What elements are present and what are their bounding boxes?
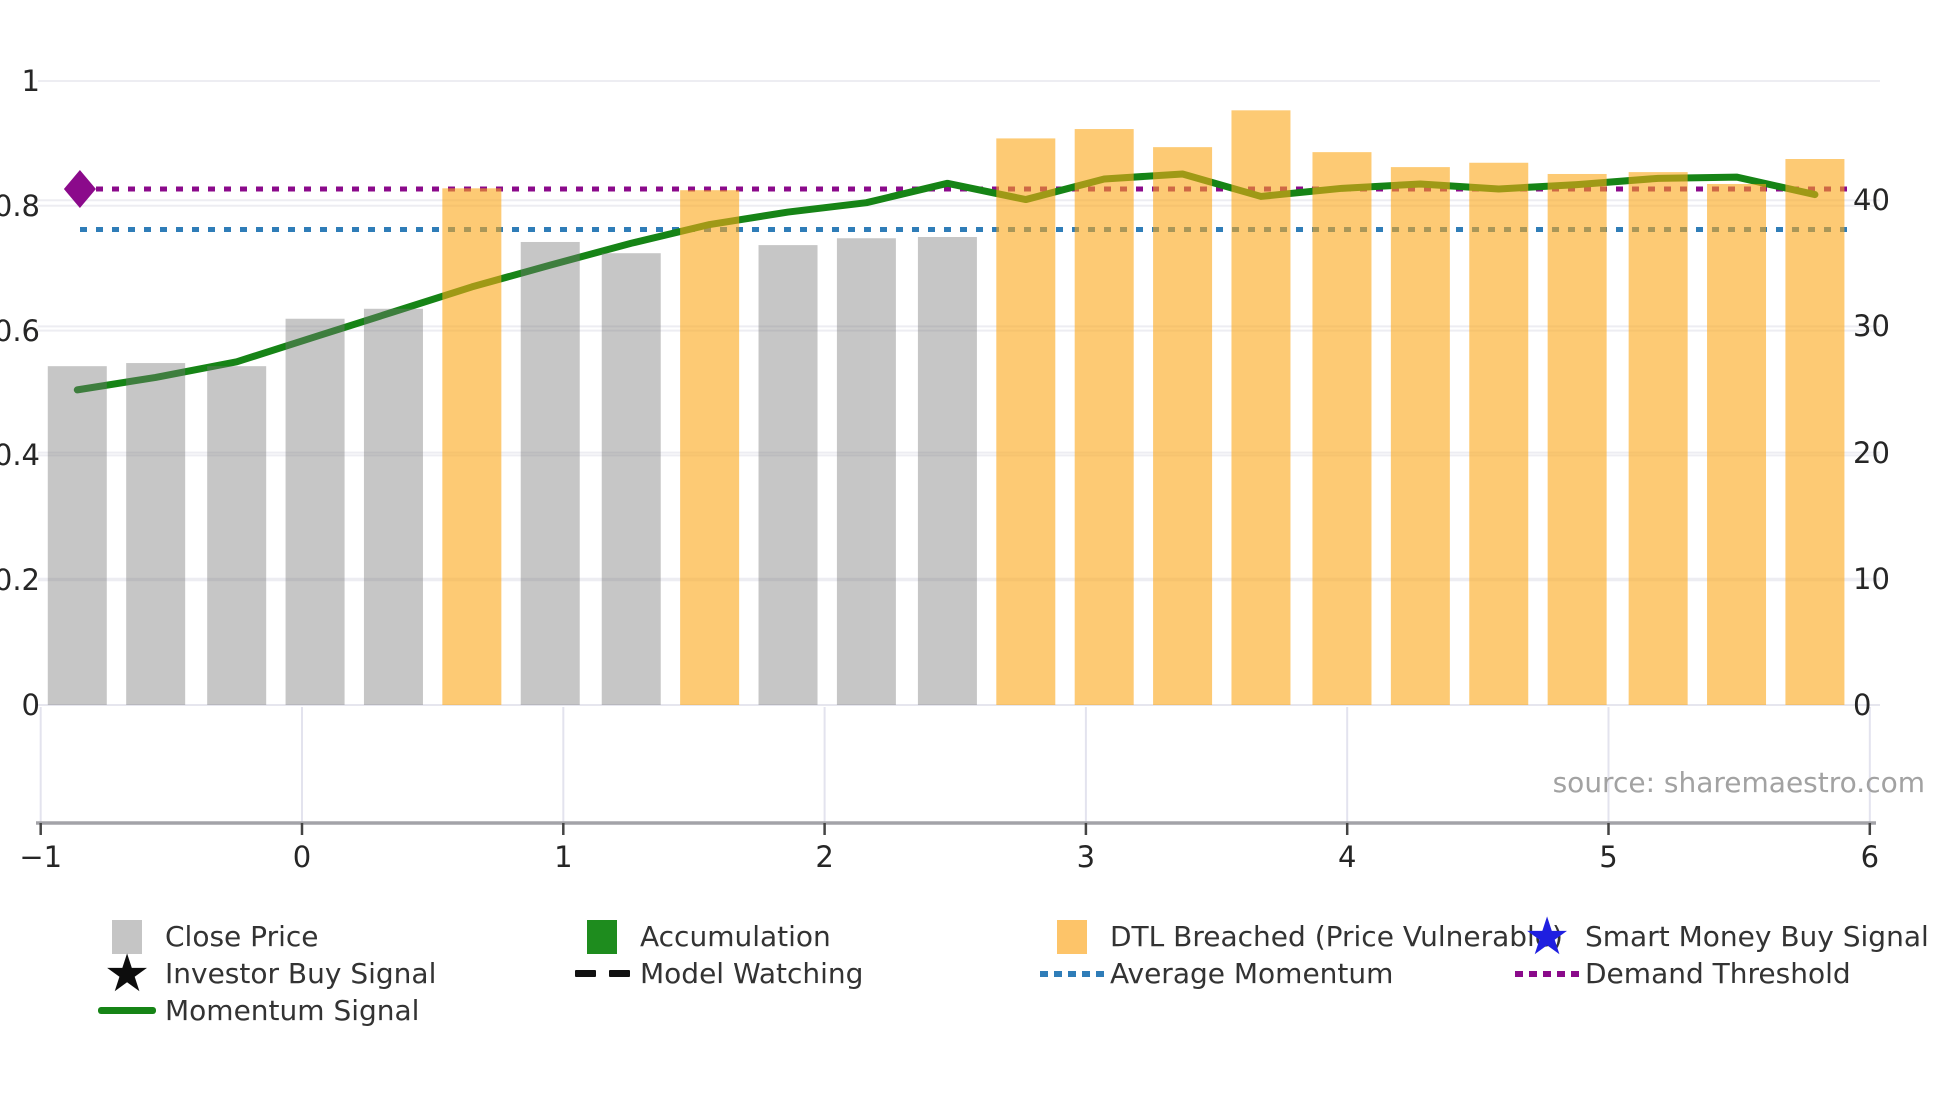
bar-close-price	[285, 318, 345, 705]
bar-dtl-breached	[1153, 147, 1213, 706]
legend-item-demand-threshold: Demand Threshold	[1515, 955, 1929, 992]
bar-dtl-breached	[1312, 152, 1372, 706]
legend-label: Model Watching	[640, 957, 864, 990]
bar-dtl-breached	[1628, 172, 1688, 705]
accumulation-swatch-icon	[570, 919, 634, 954]
legend-item-close-price: Close Price	[95, 918, 436, 955]
legend-label: Smart Money Buy Signal	[1585, 920, 1929, 953]
bar-dtl-breached	[680, 190, 740, 705]
left-axis-tick-label: 0	[21, 688, 40, 722]
x-axis-tick-label: −1	[19, 840, 63, 874]
legend-item-investor-buy-signal: ★ Investor Buy Signal	[95, 943, 437, 1004]
right-axis-tick-label: 30	[1853, 309, 1890, 344]
right-axis-tick-label: 0	[1853, 688, 1872, 722]
source-credit: source: sharemaestro.com	[1552, 766, 1925, 799]
bar-dtl-breached	[1469, 162, 1529, 705]
legend-label: Investor Buy Signal	[165, 957, 437, 990]
legend-label: Accumulation	[640, 920, 831, 953]
x-axis-tick-label: 2	[815, 840, 834, 874]
black-star-icon: ★	[103, 943, 151, 1004]
bar-close-price	[363, 308, 423, 705]
green-line-icon	[95, 1007, 159, 1014]
bar-dtl-breached	[1074, 129, 1134, 706]
bar-dtl-breached	[1231, 110, 1291, 705]
left-axis-tick-label: 0.8	[0, 188, 40, 223]
left-axis-tick-label: 1	[21, 64, 40, 98]
bar-close-price	[758, 245, 818, 705]
bar-close-price	[917, 237, 977, 705]
legend-label: DTL Breached (Price Vulnerable)	[1110, 920, 1563, 953]
legend-item-model-watching: Model Watching	[570, 955, 863, 992]
legend-column-4: ★ Smart Money Buy Signal Demand Threshol…	[1515, 906, 1929, 992]
bar-dtl-breached	[1547, 173, 1607, 705]
right-axis-tick-label: 40	[1853, 183, 1890, 218]
legend-column-2: Accumulation Model Watching	[570, 918, 863, 992]
blue-dotted-line-icon	[1040, 970, 1104, 977]
bar-dtl-breached	[996, 138, 1056, 705]
legend-item-dtl-breached: DTL Breached (Price Vulnerable)	[1040, 918, 1563, 955]
bar-close-price	[836, 238, 896, 706]
x-axis-tick-label: 1	[554, 840, 573, 874]
legend-label: Momentum Signal	[165, 994, 420, 1027]
left-axis-tick-label: 0.2	[0, 563, 40, 598]
legend-item-smart-money-buy-signal: ★ Smart Money Buy Signal	[1515, 906, 1929, 967]
left-axis-tick-label: 0.6	[0, 313, 40, 348]
right-axis-tick-label: 10	[1853, 561, 1890, 596]
bar-dtl-breached	[1707, 183, 1767, 705]
bar-close-price	[520, 241, 580, 705]
legend-item-momentum-signal: Momentum Signal	[95, 992, 436, 1029]
legend-item-accumulation: Accumulation	[570, 918, 863, 955]
close-price-swatch-icon	[95, 919, 159, 954]
x-axis-tick-label: 0	[292, 840, 312, 874]
legend-label: Close Price	[165, 920, 319, 953]
demand-threshold-diamond-icon	[63, 169, 96, 208]
bar-close-price	[126, 363, 186, 705]
bar-close-price	[47, 366, 107, 705]
x-axis-tick-label: 6	[1860, 840, 1880, 874]
bar-dtl-breached	[1390, 167, 1450, 705]
right-axis-tick-label: 20	[1853, 435, 1890, 470]
legend-item-average-momentum: Average Momentum	[1040, 955, 1563, 992]
x-axis-tick-label: 3	[1076, 840, 1096, 874]
x-axis-tick-label: 4	[1337, 840, 1357, 874]
bar-dtl-breached	[442, 188, 502, 705]
x-axis-tick-label: 5	[1599, 840, 1618, 874]
legend-label: Average Momentum	[1110, 957, 1394, 990]
bar-close-price	[601, 253, 661, 705]
purple-dotted-line-icon	[1515, 970, 1579, 977]
bar-dtl-breached	[1785, 159, 1845, 705]
left-axis-tick-label: 0.4	[0, 438, 40, 473]
bar-close-price	[207, 366, 267, 705]
dashed-line-icon	[570, 970, 634, 977]
blue-star-icon: ★	[1523, 906, 1571, 967]
legend-label: Demand Threshold	[1585, 957, 1851, 990]
legend-column-3: DTL Breached (Price Vulnerable) Average …	[1040, 918, 1563, 992]
legend-column-1: Close Price ★ Investor Buy Signal Moment…	[95, 918, 436, 1029]
dtl-breached-swatch-icon	[1040, 919, 1104, 954]
